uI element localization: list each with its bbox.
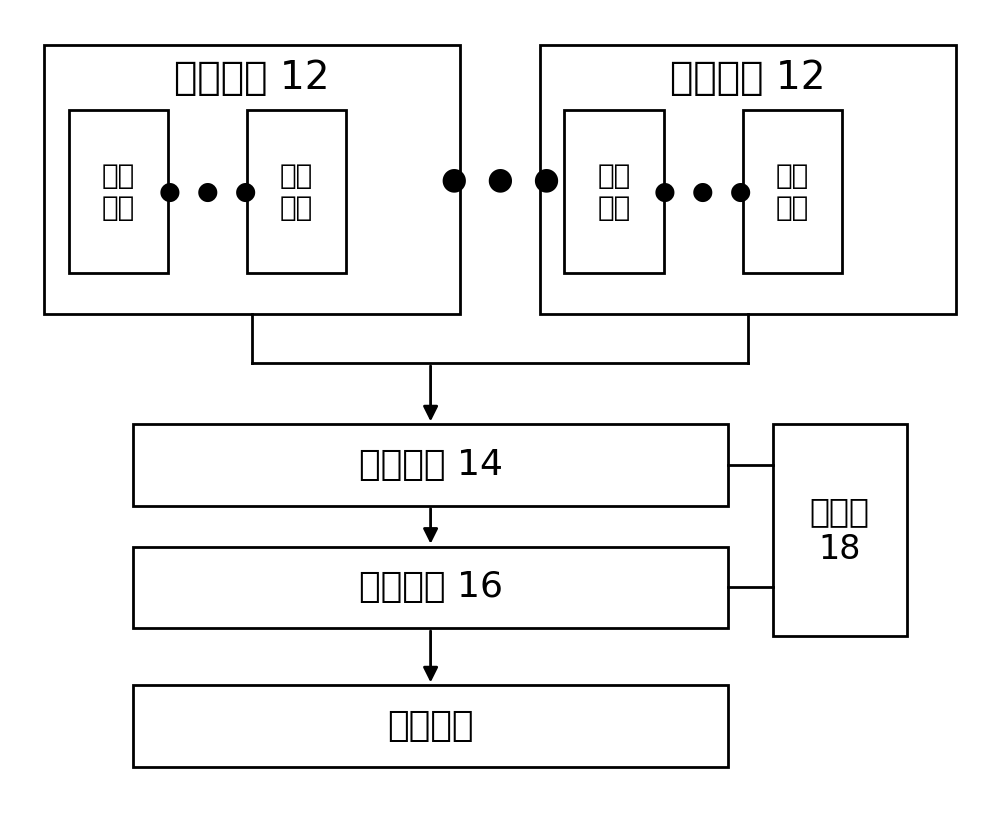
Bar xyxy=(564,110,664,274)
Text: 倒料装置 16: 倒料装置 16 xyxy=(359,570,503,604)
Text: 烹饪设备: 烹饪设备 xyxy=(387,709,474,743)
Text: 存储单元 12: 存储单元 12 xyxy=(670,59,826,96)
Bar xyxy=(743,110,842,274)
Bar xyxy=(247,110,346,274)
Text: 存储单元 12: 存储单元 12 xyxy=(174,59,330,96)
Text: 存储
位置: 存储 位置 xyxy=(102,162,135,222)
Text: ●  ●  ●: ● ● ● xyxy=(654,180,752,204)
Text: 取料装置 14: 取料装置 14 xyxy=(359,448,503,482)
Text: 存储
位置: 存储 位置 xyxy=(776,162,809,222)
Text: 控制器
18: 控制器 18 xyxy=(810,494,870,566)
Bar xyxy=(133,546,728,628)
Bar xyxy=(69,110,168,274)
Bar xyxy=(44,45,460,314)
Bar xyxy=(773,424,907,636)
Text: 存储
位置: 存储 位置 xyxy=(280,162,313,222)
Bar xyxy=(540,45,956,314)
Bar xyxy=(133,424,728,506)
Text: 存储
位置: 存储 位置 xyxy=(597,162,631,222)
Bar xyxy=(133,686,728,767)
Text: ●  ●  ●: ● ● ● xyxy=(159,180,256,204)
Text: ●  ●  ●: ● ● ● xyxy=(441,165,559,194)
